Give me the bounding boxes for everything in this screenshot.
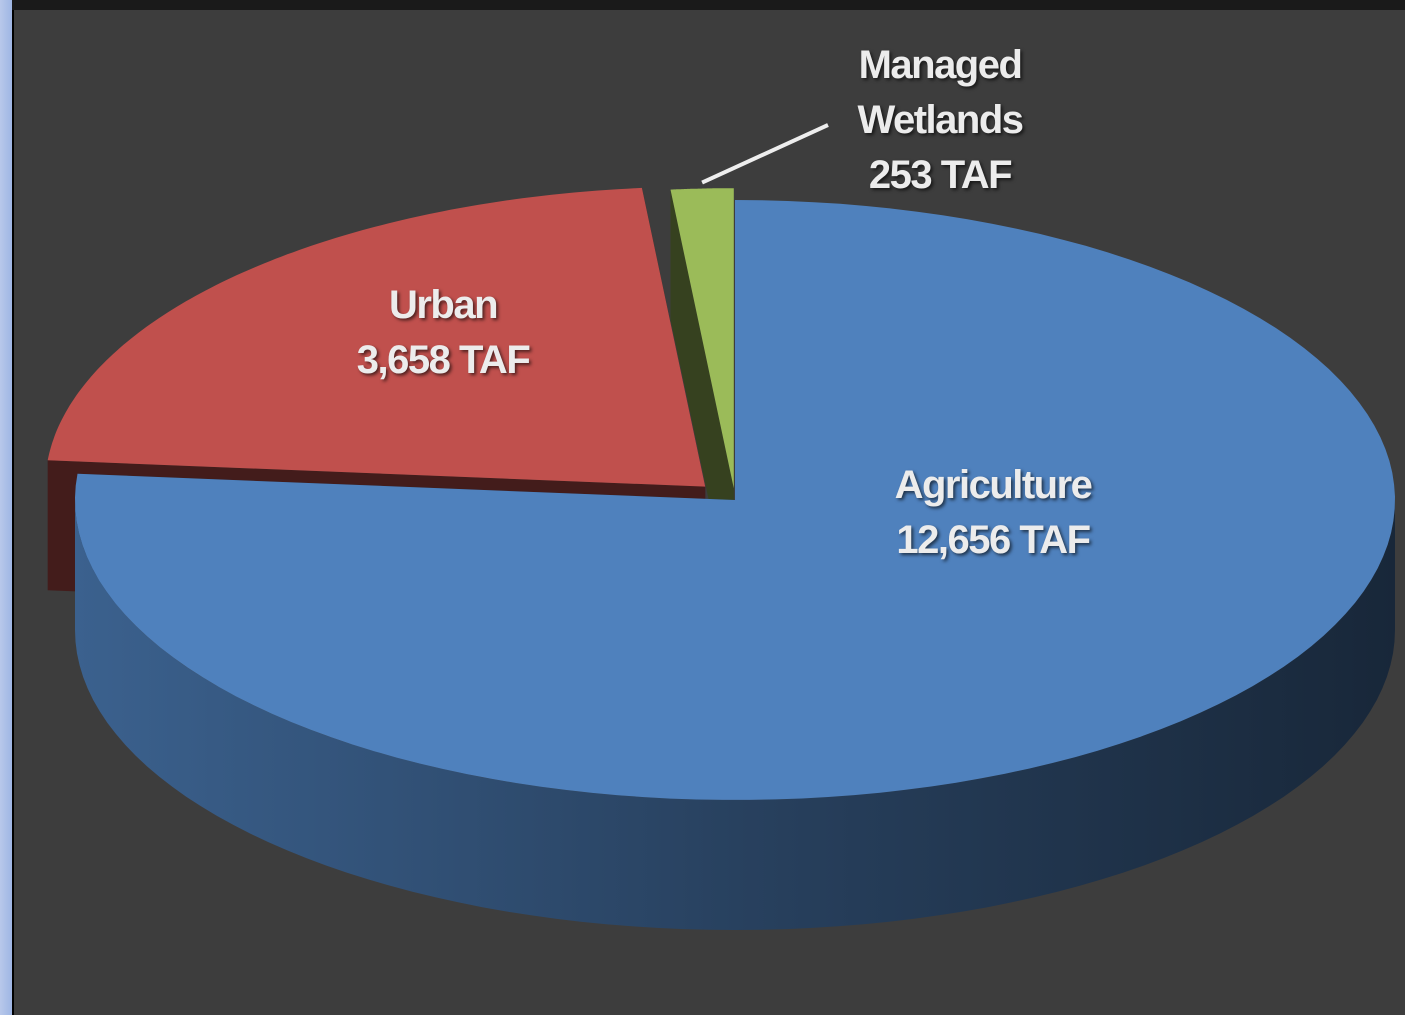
data-label: Urban 3,658 TAF xyxy=(356,278,531,388)
category-label: Urban xyxy=(388,283,499,327)
leader-line xyxy=(701,123,829,185)
value-label: 12,656 TAF xyxy=(896,518,1091,562)
value-label: 3,658 TAF xyxy=(356,338,531,382)
slice-side xyxy=(75,500,1395,930)
slice xyxy=(75,200,1395,800)
slice xyxy=(670,188,734,489)
data-label: Agriculture 12,656 TAF xyxy=(894,458,1093,568)
title-strip xyxy=(12,0,1405,10)
data-label: Managed Wetlands 253 TAF xyxy=(845,38,1035,203)
category-label: Managed Wetlands xyxy=(857,43,1024,142)
category-label: Agriculture xyxy=(894,463,1093,507)
value-label: 253 TAF xyxy=(868,153,1013,197)
slice xyxy=(47,187,706,487)
